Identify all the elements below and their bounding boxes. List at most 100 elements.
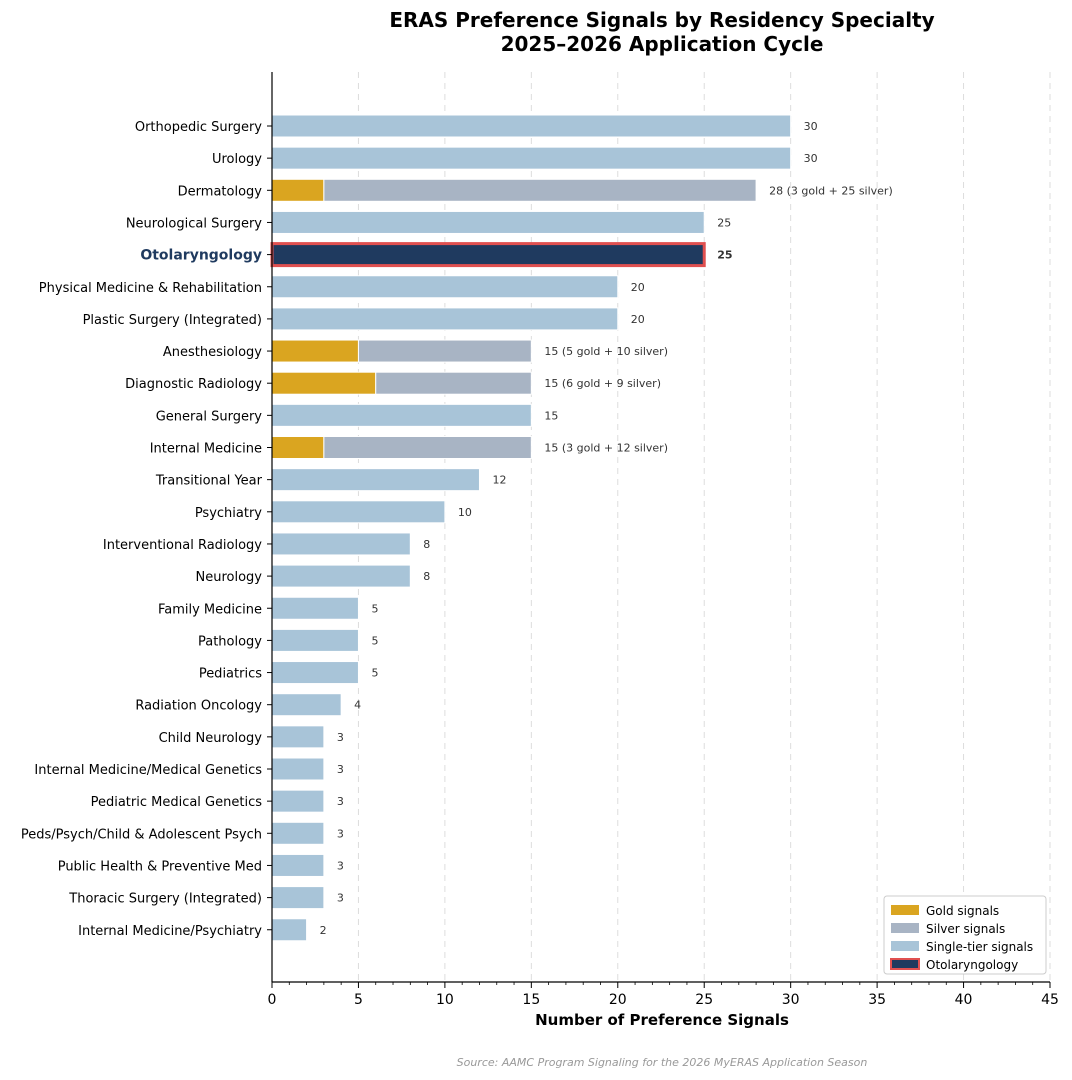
bar-single-tier-signals (271, 886, 325, 910)
source-note: Source: AAMC Program Signaling for the 2… (456, 1056, 868, 1069)
data-label: 15 (544, 409, 558, 422)
y-tick-label: General Surgery (156, 409, 263, 424)
y-tick-label: Child Neurology (159, 731, 263, 746)
bar-single-tier-signals (271, 757, 325, 781)
legend-entry: Gold signals (926, 904, 999, 918)
data-label: 20 (631, 313, 645, 326)
y-tick-label: Pediatric Medical Genetics (91, 795, 263, 810)
bar-single-tier-signals (271, 821, 325, 845)
y-tick-label: Interventional Radiology (103, 538, 262, 553)
y-tick-label: Pediatrics (199, 667, 262, 682)
bar-single-tier-signals (271, 725, 325, 749)
bar-single-tier-signals (271, 114, 792, 138)
data-label: 5 (371, 667, 378, 680)
data-label: 12 (492, 474, 506, 487)
bar-gold-signals (271, 178, 325, 202)
bar-single-tier-signals (271, 468, 480, 492)
x-tick-label: 25 (695, 992, 713, 1008)
y-tick-label: Pathology (198, 634, 262, 649)
data-label: 25 (717, 249, 732, 262)
x-tick-label: 30 (782, 992, 800, 1008)
legend-swatch (891, 905, 919, 915)
x-tick-label: 35 (868, 992, 886, 1008)
data-label: 5 (371, 602, 378, 615)
data-label: 15 (3 gold + 12 silver) (544, 442, 668, 455)
y-tick-label: Internal Medicine (150, 442, 262, 457)
bar-single-tier-signals (271, 210, 705, 234)
bar-single-tier-signals (271, 500, 446, 524)
data-label: 25 (717, 216, 731, 229)
bar-single-tier-signals (271, 532, 411, 556)
x-tick-label: 15 (522, 992, 540, 1008)
bar-single-tier-signals (271, 596, 359, 620)
bar-silver-signals (323, 178, 757, 202)
bar-gold-signals (271, 371, 377, 395)
bar-gold-signals (271, 339, 359, 363)
y-tick-label: Physical Medicine & Rehabilitation (39, 281, 262, 296)
x-axis-label: Number of Preference Signals (535, 1011, 789, 1029)
bar-single-tier-signals (271, 628, 359, 652)
data-label: 8 (423, 538, 430, 551)
legend-box (883, 895, 1047, 975)
legend-swatch (890, 958, 920, 970)
data-label: 4 (354, 699, 361, 712)
y-tick-label: Peds/Psych/Child & Adolescent Psych (21, 827, 262, 842)
data-label: 5 (371, 634, 378, 647)
data-label: 30 (804, 120, 818, 133)
y-tick-label: Urology (212, 152, 262, 167)
y-tick-label: Public Health & Preventive Med (58, 859, 262, 874)
bar-single-tier-signals (271, 853, 325, 877)
bar-single-tier-signals (271, 564, 411, 588)
data-label: 3 (337, 763, 344, 776)
chart-subtitle: 2025–2026 Application Cycle (500, 32, 824, 56)
data-label: 2 (320, 924, 327, 937)
bar-single-tier-signals (271, 307, 619, 331)
x-tick-label: 20 (609, 992, 627, 1008)
legend-entry: Otolaryngology (926, 958, 1018, 972)
bar-single-tier-signals (271, 693, 342, 717)
x-tick-label: 45 (1041, 992, 1059, 1008)
y-tick-label: Dermatology (178, 184, 263, 199)
y-tick-label: Orthopedic Surgery (135, 120, 262, 135)
y-tick-label: Transitional Year (155, 474, 263, 489)
y-tick-label: Neurology (196, 570, 263, 585)
data-label: 20 (631, 281, 645, 294)
data-label: 3 (337, 795, 344, 808)
bar-single-tier-signals (271, 275, 619, 299)
bar-silver-signals (375, 371, 532, 395)
y-tick-label: Plastic Surgery (Integrated) (83, 313, 262, 328)
y-tick-label: Anesthesiology (163, 345, 262, 360)
y-tick-label: Internal Medicine/Psychiatry (78, 924, 262, 939)
x-tick-label: 0 (268, 992, 277, 1008)
data-label: 3 (337, 859, 344, 872)
data-label: 30 (804, 152, 818, 165)
bar-otolaryngology (270, 242, 706, 268)
bar-single-tier-signals (271, 661, 359, 685)
y-tick-label: Diagnostic Radiology (125, 377, 262, 392)
bar-single-tier-signals (271, 146, 792, 170)
y-tick-label: Otolaryngology (140, 248, 262, 264)
data-label: 3 (337, 827, 344, 840)
bar-single-tier-signals (271, 918, 308, 942)
y-tick-label: Neurological Surgery (126, 216, 262, 231)
data-label: 15 (6 gold + 9 silver) (544, 377, 661, 390)
y-tick-label: Psychiatry (195, 506, 262, 521)
legend-swatch (891, 923, 919, 933)
bar-single-tier-signals (271, 789, 325, 813)
legend-entry: Silver signals (926, 922, 1005, 936)
bar-single-tier-signals (271, 403, 532, 427)
y-tick-label: Family Medicine (158, 602, 262, 617)
x-tick-label: 5 (354, 992, 363, 1008)
x-tick-label: 40 (955, 992, 973, 1008)
bar-silver-signals (357, 339, 532, 363)
chart-title: ERAS Preference Signals by Residency Spe… (389, 8, 935, 32)
bar-gold-signals (271, 436, 325, 459)
legend-swatch (891, 941, 919, 951)
y-tick-label: Internal Medicine/Medical Genetics (34, 763, 262, 778)
x-tick-label: 10 (436, 992, 454, 1008)
data-label: 15 (5 gold + 10 silver) (544, 345, 668, 358)
y-tick-label: Thoracic Surgery (Integrated) (68, 892, 262, 907)
data-label: 8 (423, 570, 430, 583)
data-label: 10 (458, 506, 472, 519)
